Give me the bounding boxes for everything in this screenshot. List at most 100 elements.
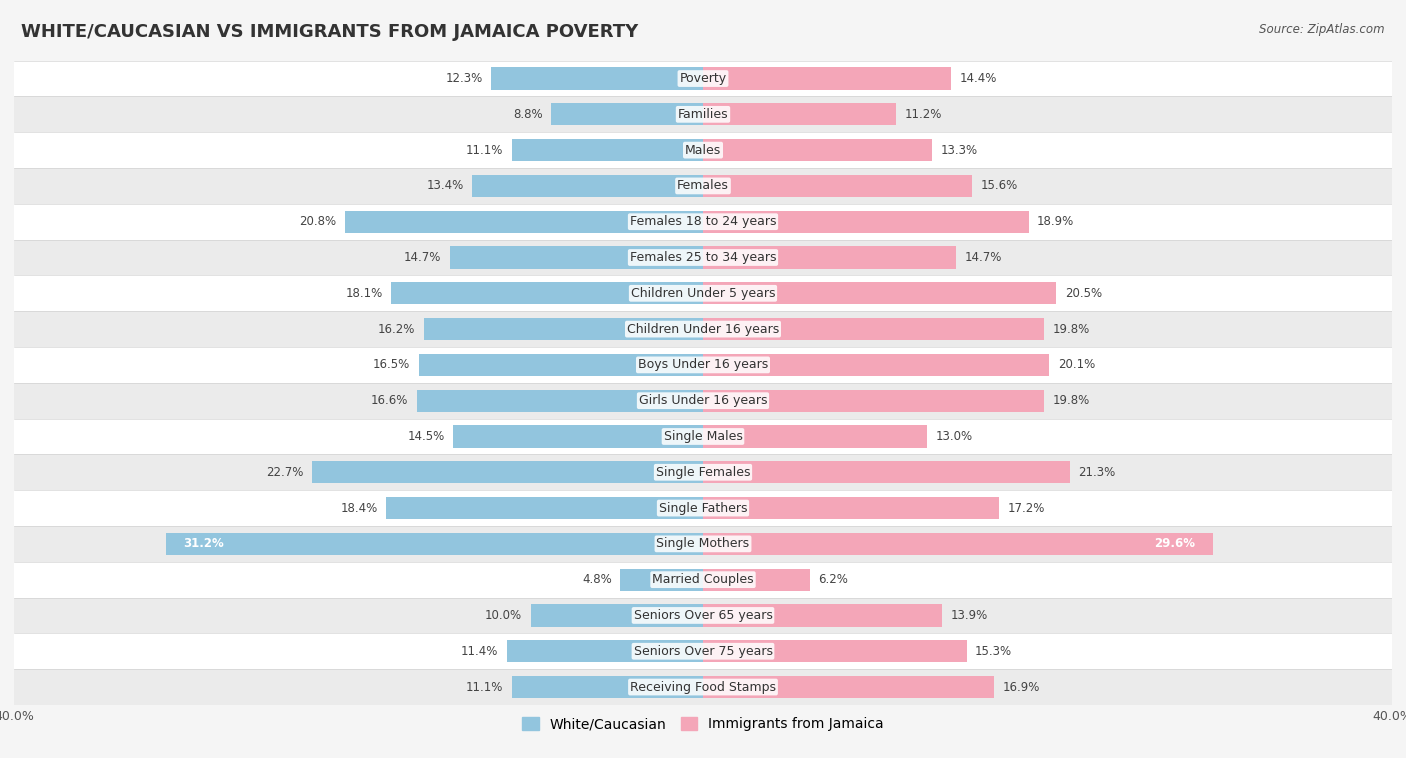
Text: 14.7%: 14.7% — [965, 251, 1002, 264]
Text: 4.8%: 4.8% — [582, 573, 612, 586]
Bar — [14, 562, 1392, 597]
Bar — [14, 634, 1392, 669]
Text: 18.4%: 18.4% — [340, 502, 377, 515]
Bar — [703, 568, 810, 590]
Text: 22.7%: 22.7% — [266, 465, 304, 479]
Bar — [703, 354, 1049, 376]
Bar — [620, 568, 703, 590]
Text: 14.7%: 14.7% — [404, 251, 441, 264]
Bar — [703, 139, 932, 161]
Text: Females 25 to 34 years: Females 25 to 34 years — [630, 251, 776, 264]
Bar — [703, 211, 1029, 233]
Text: Children Under 16 years: Children Under 16 years — [627, 323, 779, 336]
Bar — [14, 454, 1392, 490]
Bar — [472, 175, 703, 197]
Text: Females 18 to 24 years: Females 18 to 24 years — [630, 215, 776, 228]
Text: 13.4%: 13.4% — [426, 180, 464, 193]
Text: Single Mothers: Single Mothers — [657, 537, 749, 550]
Text: 20.5%: 20.5% — [1064, 287, 1102, 300]
Text: 16.6%: 16.6% — [371, 394, 409, 407]
Bar — [703, 103, 896, 125]
Bar — [491, 67, 703, 89]
Text: 13.0%: 13.0% — [935, 430, 973, 443]
Text: 8.8%: 8.8% — [513, 108, 543, 121]
Bar — [14, 168, 1392, 204]
Text: 6.2%: 6.2% — [818, 573, 848, 586]
Text: 20.8%: 20.8% — [299, 215, 336, 228]
Text: 16.9%: 16.9% — [1002, 681, 1040, 694]
Bar — [14, 347, 1392, 383]
Bar — [531, 604, 703, 627]
Bar — [14, 490, 1392, 526]
Bar — [166, 533, 703, 555]
Text: 11.4%: 11.4% — [461, 645, 498, 658]
Bar — [703, 533, 1213, 555]
Bar — [14, 418, 1392, 454]
Text: Single Fathers: Single Fathers — [659, 502, 747, 515]
Text: WHITE/CAUCASIAN VS IMMIGRANTS FROM JAMAICA POVERTY: WHITE/CAUCASIAN VS IMMIGRANTS FROM JAMAI… — [21, 23, 638, 41]
Text: Source: ZipAtlas.com: Source: ZipAtlas.com — [1260, 23, 1385, 36]
Text: Receiving Food Stamps: Receiving Food Stamps — [630, 681, 776, 694]
Bar — [551, 103, 703, 125]
Text: Females: Females — [678, 180, 728, 193]
Text: Families: Families — [678, 108, 728, 121]
Text: 13.9%: 13.9% — [950, 609, 988, 622]
Bar — [703, 425, 927, 447]
Text: 11.2%: 11.2% — [904, 108, 942, 121]
Bar — [14, 669, 1392, 705]
Bar — [14, 275, 1392, 312]
Text: 12.3%: 12.3% — [446, 72, 482, 85]
Bar — [14, 526, 1392, 562]
Bar — [703, 175, 972, 197]
Bar — [512, 139, 703, 161]
Text: Children Under 5 years: Children Under 5 years — [631, 287, 775, 300]
Bar — [14, 204, 1392, 240]
Text: 11.1%: 11.1% — [465, 143, 503, 157]
Bar — [344, 211, 703, 233]
Text: 11.1%: 11.1% — [465, 681, 503, 694]
Bar — [419, 354, 703, 376]
Bar — [14, 597, 1392, 634]
Text: Poverty: Poverty — [679, 72, 727, 85]
Bar — [450, 246, 703, 268]
Bar — [14, 61, 1392, 96]
Bar — [703, 67, 950, 89]
Bar — [703, 641, 966, 662]
Text: 16.5%: 16.5% — [373, 359, 411, 371]
Bar — [703, 282, 1056, 305]
Text: Males: Males — [685, 143, 721, 157]
Text: Single Females: Single Females — [655, 465, 751, 479]
Bar — [703, 676, 994, 698]
Bar — [425, 318, 703, 340]
Bar — [703, 318, 1045, 340]
Text: Seniors Over 75 years: Seniors Over 75 years — [634, 645, 772, 658]
Text: Boys Under 16 years: Boys Under 16 years — [638, 359, 768, 371]
Text: 17.2%: 17.2% — [1008, 502, 1045, 515]
Text: 29.6%: 29.6% — [1154, 537, 1195, 550]
Bar — [703, 390, 1045, 412]
Text: 20.1%: 20.1% — [1057, 359, 1095, 371]
Bar — [418, 390, 703, 412]
Bar — [387, 497, 703, 519]
Legend: White/Caucasian, Immigrants from Jamaica: White/Caucasian, Immigrants from Jamaica — [516, 712, 890, 737]
Text: 31.2%: 31.2% — [183, 537, 224, 550]
Text: 18.1%: 18.1% — [346, 287, 382, 300]
Text: 16.2%: 16.2% — [378, 323, 415, 336]
Bar — [703, 461, 1070, 484]
Text: 18.9%: 18.9% — [1038, 215, 1074, 228]
Bar — [312, 461, 703, 484]
Bar — [14, 312, 1392, 347]
Bar — [703, 604, 942, 627]
Text: Seniors Over 65 years: Seniors Over 65 years — [634, 609, 772, 622]
Text: 19.8%: 19.8% — [1053, 394, 1090, 407]
Bar — [512, 676, 703, 698]
Bar — [14, 132, 1392, 168]
Bar — [14, 240, 1392, 275]
Bar — [453, 425, 703, 447]
Text: 14.5%: 14.5% — [408, 430, 444, 443]
Text: 19.8%: 19.8% — [1053, 323, 1090, 336]
Text: Married Couples: Married Couples — [652, 573, 754, 586]
Bar — [703, 246, 956, 268]
Text: Girls Under 16 years: Girls Under 16 years — [638, 394, 768, 407]
Text: 15.6%: 15.6% — [980, 180, 1018, 193]
